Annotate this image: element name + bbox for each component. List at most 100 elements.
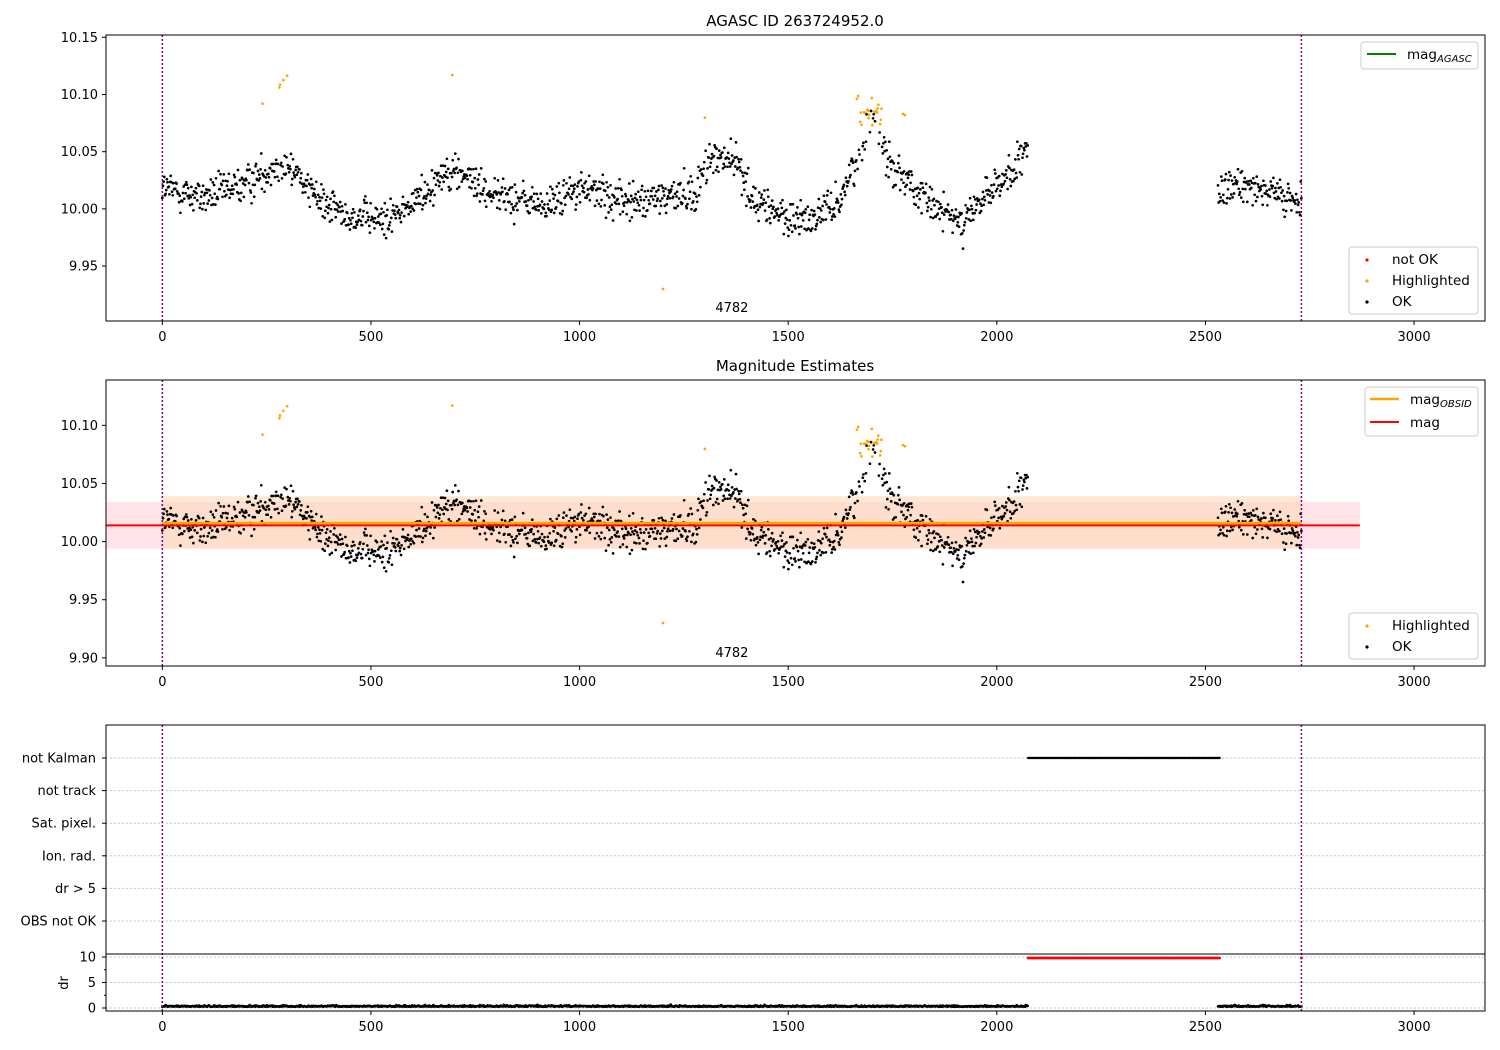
ok-point xyxy=(758,538,762,542)
ok-point xyxy=(208,526,212,530)
ok-point xyxy=(813,213,817,216)
ok-point xyxy=(964,536,967,540)
ok-point xyxy=(365,201,369,205)
ok-point xyxy=(210,196,214,200)
ok-point xyxy=(218,187,222,191)
ok-point xyxy=(555,185,559,188)
ok-point xyxy=(780,539,784,542)
ok-point xyxy=(252,171,255,175)
ok-point xyxy=(734,472,738,476)
ok-point xyxy=(912,528,916,532)
ok-point xyxy=(379,545,383,548)
ok-point xyxy=(258,177,262,180)
ok-point xyxy=(216,197,220,201)
ok-point xyxy=(385,546,389,550)
ok-point xyxy=(409,210,413,213)
highlighted-point xyxy=(859,111,863,114)
ok-point xyxy=(252,195,256,199)
ok-point xyxy=(466,177,469,181)
ok-point xyxy=(556,199,560,203)
ok-point xyxy=(1021,152,1025,156)
ok-point xyxy=(443,164,447,168)
ok-point xyxy=(598,187,602,190)
ok-point xyxy=(982,536,986,539)
ok-point xyxy=(284,172,288,176)
ok-point xyxy=(639,531,643,535)
ok-point xyxy=(471,180,475,184)
ok-point xyxy=(402,214,406,218)
ok-point xyxy=(858,485,861,488)
ok-point xyxy=(296,503,300,506)
ok-point xyxy=(289,152,293,156)
ok-point xyxy=(1294,202,1297,205)
ok-point xyxy=(688,529,691,533)
ok-point xyxy=(1239,528,1243,532)
ok-point xyxy=(1025,487,1029,490)
ok-point xyxy=(636,533,640,537)
ok-point xyxy=(300,182,304,186)
highlighted-point xyxy=(880,438,883,442)
ok-point xyxy=(1298,543,1301,547)
highlighted-point xyxy=(867,116,870,120)
ok-point xyxy=(353,211,356,214)
ok-point xyxy=(171,181,175,185)
ok-point xyxy=(513,515,517,519)
ok-point xyxy=(946,203,950,206)
ok-point xyxy=(347,223,350,226)
ok-point xyxy=(484,180,488,183)
ok-point xyxy=(917,191,921,195)
ok-point xyxy=(601,505,605,509)
ok-point xyxy=(920,514,924,517)
ok-point xyxy=(214,509,218,512)
ok-point xyxy=(745,172,749,176)
ok-point xyxy=(755,203,759,207)
x-tick-label: 0 xyxy=(158,675,166,690)
ok-point xyxy=(744,204,748,208)
ok-point xyxy=(763,209,767,212)
ok-point xyxy=(595,199,599,202)
ok-point xyxy=(460,180,464,183)
ok-point xyxy=(668,196,672,200)
ok-point xyxy=(640,184,644,188)
ok-point xyxy=(550,208,554,212)
ok-point xyxy=(898,166,901,170)
ok-point xyxy=(1254,199,1258,203)
ok-point xyxy=(992,515,996,519)
ok-point xyxy=(415,187,419,191)
ok-point xyxy=(965,211,969,214)
ok-point xyxy=(230,188,233,192)
ok-point xyxy=(618,177,621,181)
x-tick-label: 500 xyxy=(359,1020,384,1035)
ok-point xyxy=(962,556,966,560)
ok-point xyxy=(273,175,277,179)
ok-point xyxy=(675,527,678,531)
ok-point xyxy=(580,516,584,520)
ok-point xyxy=(1241,200,1245,204)
ok-point xyxy=(823,533,827,536)
ok-point xyxy=(840,203,843,207)
ok-point xyxy=(397,541,401,545)
panel3-x-axis: 0 500 1000 1500 2000 2500 3000 xyxy=(158,1011,1431,1035)
ok-point xyxy=(951,219,955,223)
ok-point xyxy=(999,183,1003,186)
ok-point xyxy=(829,191,833,195)
ok-point xyxy=(1260,194,1264,198)
highlighted-point xyxy=(901,112,905,116)
ok-point xyxy=(587,193,590,196)
ok-point xyxy=(429,526,433,529)
ok-point xyxy=(1017,479,1021,483)
ok-point xyxy=(271,494,275,498)
ok-point xyxy=(754,210,758,214)
ok-point xyxy=(807,551,811,555)
ok-point xyxy=(340,204,344,208)
ok-point xyxy=(653,526,657,530)
legend-marker-not-ok xyxy=(1365,258,1369,262)
ok-point xyxy=(552,529,555,533)
ok-point xyxy=(600,198,603,202)
ok-point xyxy=(808,213,812,217)
ok-point xyxy=(993,168,997,172)
ok-point xyxy=(690,512,694,516)
ok-point xyxy=(607,211,610,214)
ok-point xyxy=(614,535,618,538)
